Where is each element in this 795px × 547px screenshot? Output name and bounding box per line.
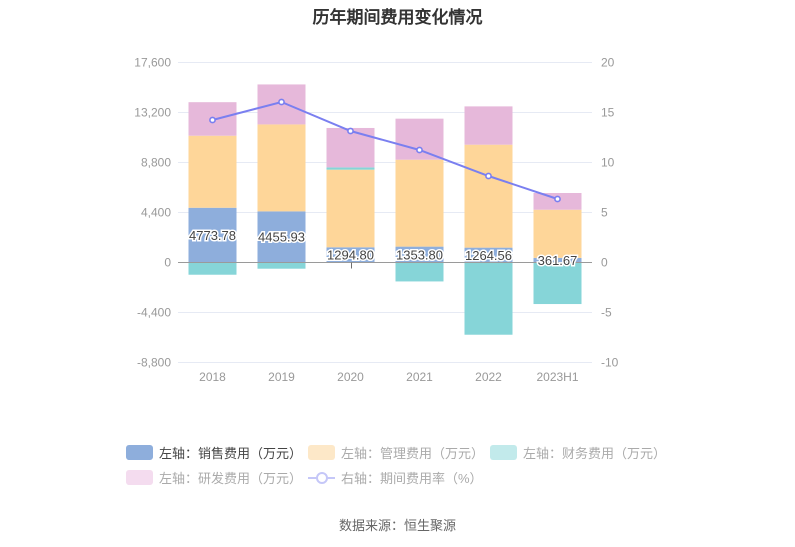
legend-label: 左轴：管理费用（万元） [341,446,485,461]
bar-finance [257,262,306,269]
legend-label: 右轴：期间费用率（%） [341,471,483,486]
bar-sales [257,211,306,262]
bar-finance [395,262,444,282]
y-left-tick-label: -8,800 [137,356,171,370]
bar-rnd [395,118,444,160]
data-source: 数据来源：恒生聚源 [338,518,456,533]
bar-data-label: 4773.78 [189,228,236,243]
y-left-tick-label: 8,800 [141,156,171,170]
y-right-tick-label: -5 [601,306,612,320]
gridlines [178,62,592,363]
rate-line-path [212,100,558,200]
rate-line-point [416,146,423,154]
legend-label: 左轴：销售费用（万元） [159,446,303,461]
x-tick-label: 2021 [406,370,433,384]
bar-sales [395,246,444,262]
legend-item-finance[interactable]: 左轴：财务费用（万元） [490,440,672,465]
bar-finance [326,167,375,170]
x-axis-line [178,262,592,269]
rate-line-point [554,195,561,203]
legend-item-rnd[interactable]: 左轴：研发费用（万元） [126,465,308,490]
bar-data-label: 361.67 [538,253,578,268]
legend-swatch-icon [126,445,153,460]
x-tick-label: 2020 [337,370,364,384]
y-left-tick-label: 17,600 [134,56,171,70]
bar-rnd [464,106,513,145]
legend-label: 左轴：研发费用（万元） [159,471,303,486]
y-right-tick-label: 20 [601,56,615,70]
bar-management [533,209,582,258]
bar-sales [188,207,237,262]
legend-swatch-icon [126,470,153,485]
rate-line-point [485,172,492,180]
legend-item-sales[interactable]: 左轴：销售费用（万元） [126,440,308,465]
rate-line-point [347,127,354,135]
bar-management [326,169,375,248]
y-left-tick-label: 4,400 [141,206,171,220]
y-right-tick-label: 0 [601,256,608,270]
bar-data-label: 1264.56 [465,248,512,263]
legend-item-expense-rate[interactable]: 右轴：期间费用率（%） [308,465,490,490]
legend-item-management[interactable]: 左轴：管理费用（万元） [308,440,490,465]
bar-management [188,135,237,208]
bar-finance [464,262,513,335]
y-left-tick-label: 0 [164,256,171,270]
x-tick-label: 2019 [268,370,295,384]
rate-line-point [209,116,216,124]
chart-svg: 17,600 13,200 8,800 4,400 0 -4,400 -8,800 20 15… [134,56,619,385]
rate-line [209,98,561,203]
legend: 左轴：销售费用（万元） 左轴：管理费用（万元） 左轴：财务费用（万元） 左轴：研… [126,440,686,490]
y-left-tick-label: -4,400 [137,306,171,320]
bar-sales [326,247,375,262]
x-tick-label: 2022 [475,370,502,384]
bars [188,84,582,335]
bar-finance [533,262,582,305]
bar-management [464,144,513,248]
chart-title: 历年期间费用变化情况 [312,8,483,27]
rate-line-point [278,98,285,106]
y-axis-right: 20 15 10 5 0 -5 -10 [601,56,619,370]
y-axis-left: 17,600 13,200 8,800 4,400 0 -4,400 -8,800 [134,56,171,370]
bar-finance [188,262,237,275]
line-marker-icon [308,470,335,485]
legend-label: 左轴：财务费用（万元） [523,446,667,461]
bar-sales [464,247,513,262]
bar-management [257,124,306,212]
x-axis-labels: 2018 2019 2020 2021 2022 2023H1 [199,370,579,384]
y-right-tick-label: 10 [601,156,615,170]
legend-swatch-icon [490,445,517,460]
bar-management [395,159,444,247]
bar-data-label: 1353.80 [396,247,443,262]
y-right-tick-label: 5 [601,206,608,220]
bar-data-label: 4455.93 [258,230,305,245]
bar-sales [533,257,582,262]
y-left-tick-label: 13,200 [134,106,171,120]
y-right-tick-label: 15 [601,106,615,120]
x-tick-label: 2023H1 [536,370,578,384]
legend-swatch-icon [308,445,335,460]
data-labels: 4773.78 4455.93 1294.80 1353.80 1264.56 361.6… [188,226,579,269]
bar-data-label: 1294.80 [327,248,374,263]
y-right-tick-label: -10 [601,356,619,370]
x-tick-label: 2018 [199,370,226,384]
